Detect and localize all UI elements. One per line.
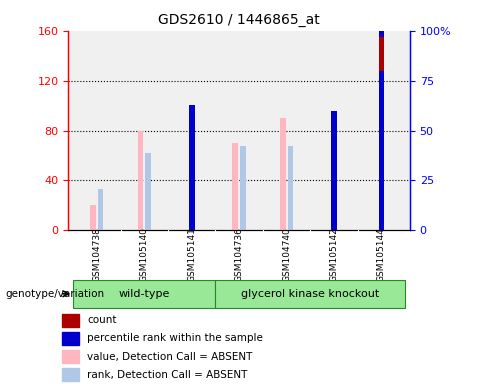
Text: wild-type: wild-type [119, 289, 170, 299]
Text: GSM104736: GSM104736 [235, 227, 244, 282]
Text: GSM105142: GSM105142 [329, 227, 339, 282]
Bar [331, 111, 337, 230]
Text: rank, Detection Call = ABSENT: rank, Detection Call = ABSENT [87, 370, 248, 380]
FancyBboxPatch shape [215, 280, 405, 308]
Bar [145, 153, 151, 230]
Bar [331, 137, 337, 230]
Bar [61, 368, 79, 381]
Text: percentile rank within the sample: percentile rank within the sample [87, 333, 264, 343]
Bar [379, 31, 385, 230]
Text: GSM104740: GSM104740 [282, 227, 291, 282]
Text: GSM105141: GSM105141 [187, 227, 196, 282]
Bar [232, 143, 238, 230]
Text: genotype/variation: genotype/variation [5, 289, 104, 299]
Bar [61, 314, 79, 327]
Bar [379, 71, 385, 230]
FancyBboxPatch shape [73, 280, 215, 308]
Bar [189, 104, 195, 127]
Text: glycerol kinase knockout: glycerol kinase knockout [241, 289, 379, 299]
Text: count: count [87, 315, 117, 325]
Bar [240, 146, 246, 230]
Bar [61, 332, 79, 345]
Bar [90, 205, 96, 230]
Bar [287, 146, 293, 230]
Title: GDS2610 / 1446865_at: GDS2610 / 1446865_at [158, 13, 320, 27]
Bar [379, 31, 385, 37]
Bar [61, 350, 79, 363]
Bar [189, 104, 195, 230]
Bar [98, 189, 103, 230]
Bar [331, 111, 337, 137]
Text: GSM104738: GSM104738 [92, 227, 102, 282]
Text: GSM105140: GSM105140 [140, 227, 149, 282]
Text: GSM105144: GSM105144 [377, 227, 386, 282]
Bar [138, 131, 143, 230]
Text: value, Detection Call = ABSENT: value, Detection Call = ABSENT [87, 352, 253, 362]
Bar [280, 118, 285, 230]
Bar [189, 127, 195, 230]
